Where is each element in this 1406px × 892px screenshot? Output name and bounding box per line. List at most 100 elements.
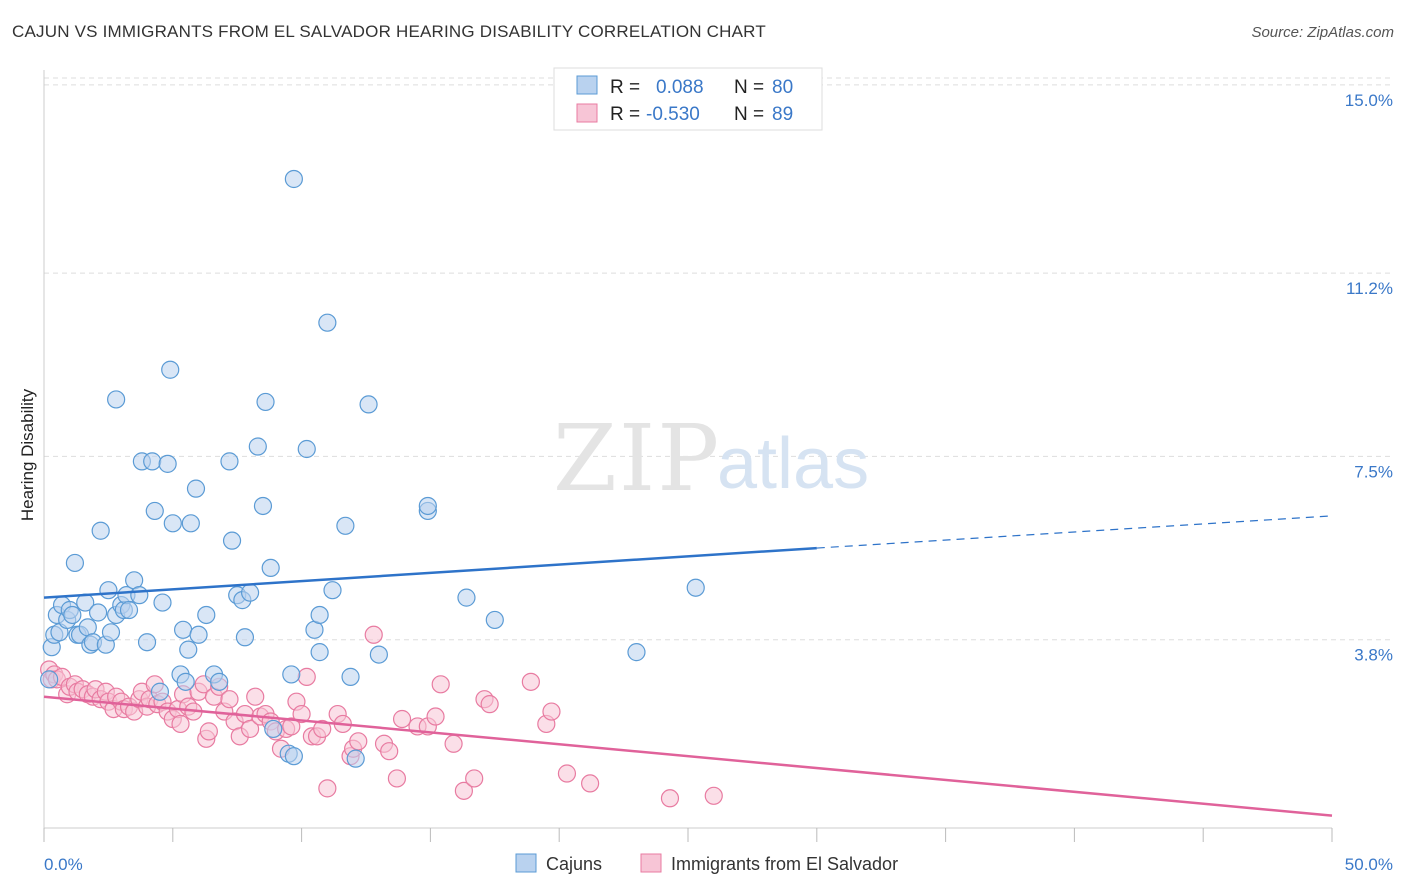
el-salvador-point: [444, 734, 463, 753]
cajuns-point: [457, 588, 476, 607]
cajuns-point: [346, 749, 365, 768]
cajuns-point: [163, 514, 182, 533]
watermark: ZIP atlas: [553, 405, 869, 512]
cajuns-point: [65, 553, 85, 573]
el-salvador-point: [364, 625, 383, 644]
cajuns-point: [318, 313, 337, 332]
bottom-legend-swatch-cajuns: [515, 853, 537, 873]
cajuns-point: [240, 583, 260, 602]
x-tick-marks: [43, 828, 1333, 842]
cajuns-point: [261, 558, 280, 578]
chart-title: CAJUN VS IMMIGRANTS FROM EL SALVADOR HEA…: [12, 22, 766, 41]
stats-legend-box: [553, 67, 823, 131]
el-salvador-point: [480, 695, 499, 714]
cajuns-trend-extension: [816, 515, 1333, 549]
y-tick-label: 7.5%: [1354, 462, 1393, 481]
cajuns-point: [179, 640, 198, 659]
cajuns-point: [130, 586, 149, 605]
y-tick-label: 15.0%: [1345, 91, 1393, 110]
cajuns-point: [369, 645, 388, 664]
stats-legend-swatch-el-salvador: [576, 103, 598, 123]
el-salvador-point: [246, 687, 265, 706]
cajuns-point: [40, 670, 59, 689]
el-salvador-trend-line: [43, 695, 1333, 817]
cajuns-point: [161, 360, 180, 379]
stats-legend-r-label-cajuns: R =: [610, 77, 640, 98]
bottom-legend-swatch-el-salvador: [640, 853, 662, 873]
el-salvador-point: [521, 672, 540, 691]
cajuns-point: [284, 169, 303, 189]
stats-legend-r-value-el-salvador: -0.530: [646, 104, 700, 125]
stats-legend-swatch-cajuns: [576, 75, 598, 95]
cajuns-point: [210, 672, 229, 691]
el-salvador-point: [542, 702, 561, 721]
trend-lines: [43, 515, 1333, 817]
watermark-atlas: atlas: [717, 424, 869, 504]
cajuns-point: [627, 643, 646, 662]
el-salvador-point: [392, 709, 412, 729]
stats-legend-r-value-cajuns: 0.088: [656, 77, 704, 98]
el-salvador-point: [349, 732, 368, 751]
bottom-legend-label-cajuns: Cajuns: [546, 854, 602, 874]
cajuns-point: [181, 514, 200, 533]
series-cajuns-points: [40, 169, 705, 768]
el-salvador-point: [220, 690, 239, 709]
cajuns-point: [150, 682, 170, 701]
y-axis-title: Hearing Disability: [18, 388, 37, 521]
cajuns-point: [91, 521, 110, 540]
el-salvador-point: [282, 717, 301, 736]
stats-legend-n-label-cajuns: N =: [734, 77, 764, 98]
el-salvador-point: [318, 779, 337, 798]
cajuns-point: [485, 610, 504, 630]
cajuns-point: [153, 593, 172, 612]
x-tick-label-min: 0.0%: [44, 855, 83, 874]
cajuns-point: [282, 665, 301, 684]
cajuns-point: [222, 531, 242, 550]
cajuns-point: [220, 452, 239, 471]
cajuns-point: [189, 625, 208, 644]
cajuns-point: [341, 667, 360, 686]
cajuns-point: [256, 392, 275, 412]
cajuns-point: [686, 578, 705, 597]
el-salvador-point: [297, 667, 316, 686]
el-salvador-point: [465, 769, 484, 788]
cajuns-point: [99, 581, 118, 600]
el-salvador-point: [292, 704, 311, 724]
cajuns-point: [253, 496, 273, 516]
el-salvador-point: [387, 769, 407, 788]
cajuns-point: [137, 633, 157, 652]
cajuns-point: [197, 605, 216, 625]
y-tick-label: 11.2%: [1346, 279, 1393, 298]
stats-legend: R = 0.088 N = 80 R = -0.530 N = 89: [553, 67, 823, 131]
y-tick-label: 3.8%: [1354, 646, 1393, 665]
cajuns-point: [158, 454, 177, 473]
series-immigrants-el-salvador-points: [40, 625, 723, 808]
el-salvador-point: [426, 707, 445, 726]
el-salvador-point: [431, 675, 450, 694]
el-salvador-point: [557, 764, 577, 783]
el-salvador-point: [660, 789, 680, 808]
cajuns-point: [310, 643, 329, 662]
el-salvador-point: [454, 781, 473, 800]
chart-source: Source: ZipAtlas.com: [1251, 24, 1394, 41]
cajuns-point: [176, 672, 195, 691]
el-salvador-point: [240, 719, 260, 739]
el-salvador-point: [199, 722, 218, 741]
cajuns-point: [297, 439, 316, 459]
cajuns-point: [143, 452, 162, 471]
cajuns-point: [264, 719, 283, 739]
cajuns-point: [174, 620, 193, 639]
el-salvador-point: [313, 719, 332, 739]
bottom-legend-label-el-salvador: Immigrants from El Salvador: [671, 854, 898, 874]
el-salvador-point: [704, 786, 723, 805]
cajuns-point: [336, 516, 355, 535]
stats-legend-n-value-el-salvador: 89: [772, 104, 793, 125]
cajuns-point: [359, 395, 378, 414]
cajuns-point: [235, 628, 255, 647]
bottom-legend: Cajuns Immigrants from El Salvador: [515, 853, 898, 874]
y-tick-labels: 3.8% 7.5% 11.2% 15.0%: [1345, 91, 1393, 665]
el-salvador-point: [581, 774, 600, 793]
cajuns-point: [323, 581, 342, 600]
cajuns-point: [119, 600, 139, 620]
